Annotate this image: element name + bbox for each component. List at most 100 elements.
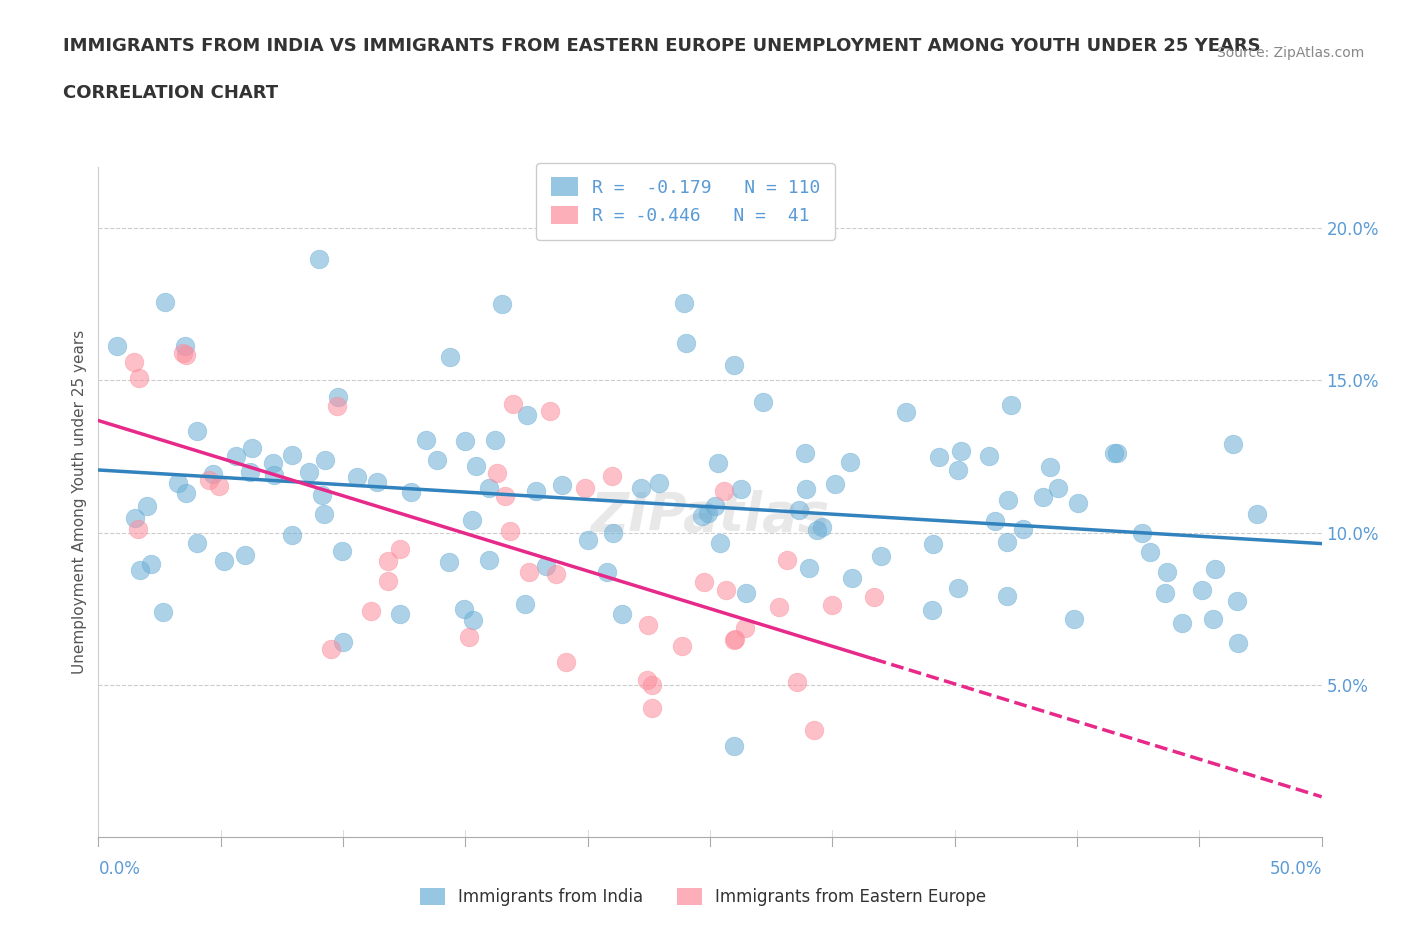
Point	[1032, 490, 1054, 505]
Point	[839, 455, 862, 470]
Point	[709, 536, 731, 551]
Point	[389, 541, 412, 556]
Point	[366, 474, 388, 489]
Text: 0.0%: 0.0%	[98, 860, 141, 878]
Point	[311, 488, 333, 503]
Point	[723, 358, 745, 373]
Point	[202, 467, 225, 482]
Point	[637, 618, 659, 632]
Point	[1067, 495, 1090, 510]
Point	[439, 350, 461, 365]
Point	[461, 512, 484, 527]
Point	[207, 478, 229, 493]
Point	[948, 580, 970, 595]
Point	[600, 468, 623, 483]
Point	[803, 723, 825, 737]
Point	[242, 441, 264, 456]
Point	[360, 604, 382, 618]
Text: ZIPatlas: ZIPatlas	[591, 489, 830, 541]
Point	[714, 582, 737, 597]
Point	[752, 394, 775, 409]
Point	[477, 552, 499, 567]
Point	[983, 513, 1005, 528]
Point	[173, 339, 195, 353]
Point	[517, 565, 540, 579]
Point	[707, 456, 730, 471]
Point	[648, 475, 671, 490]
Point	[894, 405, 917, 419]
Point	[723, 738, 745, 753]
Point	[458, 630, 481, 644]
Point	[786, 674, 808, 689]
Point	[1156, 565, 1178, 579]
Point	[922, 537, 945, 551]
Point	[332, 635, 354, 650]
Point	[328, 390, 350, 405]
Point	[486, 465, 509, 480]
Point	[321, 642, 343, 657]
Point	[724, 631, 747, 646]
Point	[675, 336, 697, 351]
Point	[640, 678, 662, 693]
Point	[136, 498, 159, 513]
Point	[186, 535, 208, 550]
Point	[671, 639, 693, 654]
Point	[312, 506, 335, 521]
Point	[928, 449, 950, 464]
Point	[281, 527, 304, 542]
Point	[377, 553, 399, 568]
Point	[453, 602, 475, 617]
Point	[574, 481, 596, 496]
Point	[377, 574, 399, 589]
Point	[862, 590, 884, 604]
Y-axis label: Unemployment Among Youth under 25 years: Unemployment Among Youth under 25 years	[72, 330, 87, 674]
Point	[995, 535, 1018, 550]
Point	[841, 571, 863, 586]
Point	[153, 295, 176, 310]
Point	[330, 543, 353, 558]
Point	[1107, 445, 1129, 460]
Point	[995, 589, 1018, 604]
Point	[225, 448, 247, 463]
Point	[129, 563, 152, 578]
Point	[233, 548, 256, 563]
Point	[124, 511, 146, 525]
Point	[515, 597, 537, 612]
Point	[1222, 437, 1244, 452]
Point	[502, 397, 524, 412]
Point	[630, 481, 652, 496]
Point	[139, 557, 162, 572]
Point	[596, 565, 619, 579]
Point	[921, 603, 943, 618]
Point	[768, 600, 790, 615]
Point	[415, 432, 437, 447]
Point	[534, 558, 557, 573]
Point	[1000, 397, 1022, 412]
Point	[174, 348, 197, 363]
Point	[172, 345, 194, 360]
Point	[1171, 616, 1194, 631]
Point	[461, 612, 484, 627]
Point	[152, 604, 174, 619]
Point	[465, 458, 488, 473]
Point	[704, 498, 727, 513]
Point	[1191, 582, 1213, 597]
Point	[735, 586, 758, 601]
Point	[1130, 526, 1153, 541]
Point	[551, 478, 574, 493]
Point	[776, 553, 799, 568]
Point	[1226, 593, 1249, 608]
Point	[401, 485, 423, 499]
Point	[946, 463, 969, 478]
Point	[262, 456, 284, 471]
Point	[697, 505, 720, 520]
Point	[787, 502, 810, 517]
Point	[453, 433, 475, 448]
Legend: Immigrants from India, Immigrants from Eastern Europe: Immigrants from India, Immigrants from E…	[413, 881, 993, 912]
Point	[298, 465, 321, 480]
Point	[167, 475, 190, 490]
Point	[610, 606, 633, 621]
Point	[794, 482, 817, 497]
Point	[1204, 561, 1226, 576]
Point	[806, 522, 828, 537]
